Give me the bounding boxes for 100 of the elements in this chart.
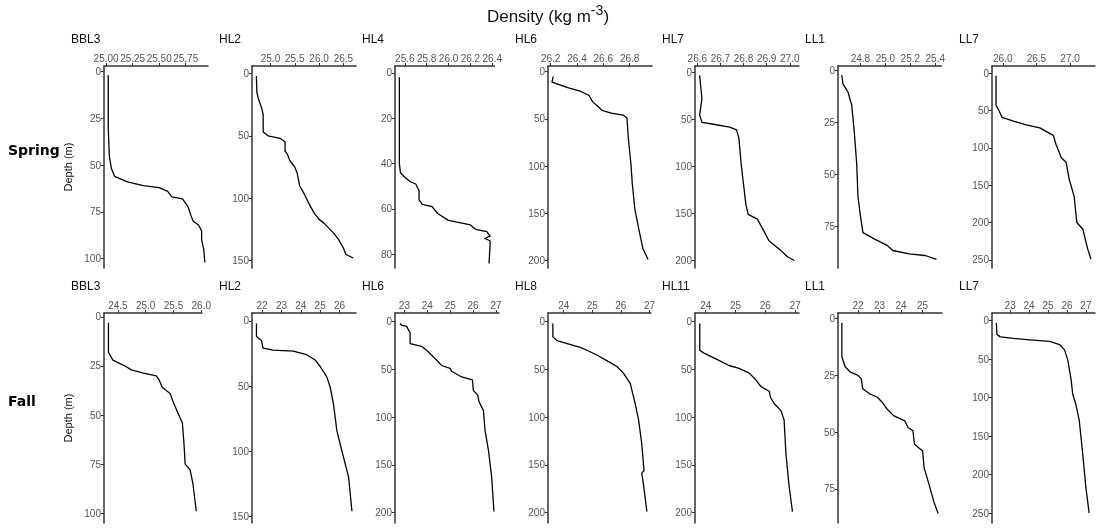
line-series	[995, 75, 1092, 260]
y-tick-label: 25	[823, 369, 836, 381]
x-tick-label: 25.75	[173, 52, 199, 64]
x-tick-label: 24.8	[850, 52, 871, 64]
text: Fall	[8, 393, 36, 409]
x-tick-label: 27	[490, 299, 503, 311]
chart-title: HL8	[515, 279, 538, 293]
line-series	[107, 74, 206, 264]
y-tick-label: 250	[972, 507, 990, 519]
y-tick-label: 50	[89, 409, 102, 421]
x-tick-label: 25	[917, 299, 929, 311]
y-tick-label: 250	[972, 254, 990, 266]
x-tick-label: 26.8	[619, 52, 640, 64]
x-tick-label: 26	[759, 299, 772, 311]
y-tick-label: 0	[243, 67, 250, 79]
y-tick-label: 20	[380, 112, 393, 124]
x-tick-label: 25.5	[285, 52, 305, 64]
line-series	[107, 322, 197, 512]
y-tick-label: 0	[243, 315, 250, 327]
x-tick-label: 27	[1080, 299, 1092, 311]
x-tick-label: 26	[467, 299, 480, 311]
x-tick-label: 24	[1023, 299, 1036, 311]
y-tick-label: 200	[375, 507, 393, 518]
y-tick-label: 50	[977, 105, 990, 117]
y-tick-label: 75	[823, 220, 836, 232]
y-tick-label: 50	[237, 380, 250, 392]
y-tick-label: 200	[675, 507, 693, 518]
y-tick-label: 200	[972, 217, 990, 229]
x-tick-label: 25.6	[395, 52, 415, 64]
y-tick-label: 0	[983, 315, 990, 327]
x-tick-label: 26.6	[687, 52, 708, 64]
x-tick-label: 25	[444, 299, 457, 311]
chart-title: LL1	[805, 32, 826, 46]
y-tick-label: 50	[89, 159, 102, 171]
x-tick-label: 25.5	[163, 299, 184, 311]
x-tick-label: 25.0	[135, 299, 156, 311]
x-tick-label: 25.0	[260, 52, 281, 64]
y-tick-label: 50	[237, 130, 250, 142]
x-tick-label: 26.2	[540, 52, 561, 64]
y-tick-label: 50	[533, 113, 546, 125]
y-tick-label: 0	[386, 67, 393, 79]
y-tick-label: 150	[375, 459, 393, 471]
x-tick-label: 27	[643, 299, 656, 311]
line-series	[552, 322, 648, 513]
y-tick-label: 0	[95, 311, 102, 323]
x-tick-label: 25.0	[875, 52, 896, 64]
y-tick-label: 150	[232, 255, 250, 267]
y-axis-title: Depth (m)	[61, 142, 74, 192]
x-tick-label: 26.4	[482, 52, 503, 64]
y-tick-label: 100	[375, 411, 393, 423]
x-tick-label: 26.7	[710, 52, 731, 64]
y-tick-label: 80	[380, 248, 393, 260]
x-tick-label: 23	[1004, 299, 1017, 311]
y-tick-label: 150	[528, 459, 546, 471]
y-tick-label: 200	[675, 254, 693, 266]
x-tick-label: 23	[873, 299, 886, 311]
y-tick-label: 50	[533, 363, 546, 375]
line-series	[399, 322, 495, 513]
x-tick-label: 26.0	[309, 52, 330, 64]
x-tick-label: 25.25	[120, 52, 146, 64]
chart-title: HL4	[362, 32, 385, 46]
line-series	[841, 74, 938, 261]
y-tick-label: 75	[89, 206, 102, 218]
y-tick-label: 75	[89, 458, 102, 470]
y-tick-label: 0	[386, 316, 393, 328]
y-tick-label: 100	[528, 411, 546, 423]
line-series	[255, 75, 354, 259]
line-series	[398, 76, 491, 265]
x-tick-label: 26.5	[1026, 52, 1047, 64]
x-tick-label: 22	[852, 299, 865, 311]
x-tick-label: 26.0	[191, 299, 212, 311]
y-tick-label: 100	[528, 160, 546, 172]
x-tick-label: 26	[615, 299, 627, 311]
x-tick-label: 25.50	[146, 52, 173, 64]
x-tick-label: 25	[314, 299, 327, 311]
chart-title: HL6	[362, 279, 385, 293]
chart-title: LL7	[959, 279, 980, 293]
y-tick-label: 0	[829, 64, 836, 76]
y-tick-label: 0	[686, 316, 693, 328]
y-tick-label: 100	[84, 507, 102, 519]
chart-title: HL7	[662, 32, 685, 46]
x-tick-label: 24	[558, 299, 570, 311]
x-tick-label: 24	[700, 299, 712, 311]
line-series	[698, 74, 796, 262]
chart-title: HL2	[219, 279, 242, 293]
y-tick-label: 200	[528, 254, 546, 266]
x-tick-label: 23	[398, 299, 411, 311]
text: Spring	[8, 142, 60, 158]
y-tick-label: 100	[232, 445, 250, 457]
x-tick-label: 25.00	[93, 52, 120, 64]
y-tick-label: 25	[89, 360, 102, 372]
y-tick-label: 0	[686, 67, 693, 79]
chart-title: BBL3	[71, 279, 101, 293]
x-tick-label: 24	[295, 299, 307, 311]
y-tick-label: 150	[528, 207, 546, 219]
y-tick-label: 50	[380, 363, 393, 375]
chart-title: LL1	[805, 279, 826, 293]
y-tick-label: 50	[680, 363, 693, 375]
x-tick-label: 26.6	[593, 52, 614, 64]
x-tick-label: 25.4	[925, 52, 946, 64]
